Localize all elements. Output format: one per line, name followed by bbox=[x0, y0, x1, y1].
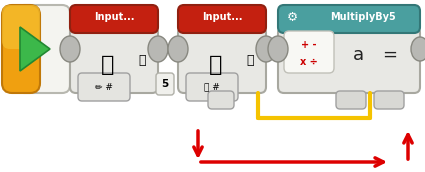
Text: 💼: 💼 bbox=[138, 53, 146, 67]
Text: 🧳: 🧳 bbox=[209, 55, 223, 75]
Polygon shape bbox=[20, 27, 50, 71]
FancyBboxPatch shape bbox=[178, 27, 266, 93]
Ellipse shape bbox=[168, 36, 188, 62]
FancyBboxPatch shape bbox=[78, 73, 130, 101]
FancyBboxPatch shape bbox=[284, 31, 334, 73]
FancyBboxPatch shape bbox=[16, 5, 70, 93]
Ellipse shape bbox=[148, 36, 168, 62]
Text: Input...: Input... bbox=[202, 12, 242, 22]
FancyBboxPatch shape bbox=[374, 91, 404, 109]
Text: 5: 5 bbox=[162, 79, 169, 89]
Ellipse shape bbox=[411, 37, 425, 61]
Text: 📖 #: 📖 # bbox=[204, 83, 220, 92]
Text: 🧳: 🧳 bbox=[101, 55, 115, 75]
FancyBboxPatch shape bbox=[278, 27, 420, 93]
Text: a: a bbox=[352, 46, 363, 64]
Text: ⚙: ⚙ bbox=[286, 10, 298, 24]
FancyBboxPatch shape bbox=[70, 27, 158, 93]
Ellipse shape bbox=[256, 36, 276, 62]
FancyBboxPatch shape bbox=[278, 5, 420, 33]
Ellipse shape bbox=[60, 36, 80, 62]
Text: =: = bbox=[382, 46, 397, 64]
Text: 💼: 💼 bbox=[246, 53, 254, 67]
FancyBboxPatch shape bbox=[2, 5, 40, 93]
FancyBboxPatch shape bbox=[186, 73, 238, 101]
FancyBboxPatch shape bbox=[336, 91, 366, 109]
FancyBboxPatch shape bbox=[70, 5, 158, 33]
FancyBboxPatch shape bbox=[178, 5, 266, 33]
Text: ✏ #: ✏ # bbox=[95, 83, 113, 92]
Ellipse shape bbox=[268, 36, 288, 62]
FancyBboxPatch shape bbox=[2, 5, 40, 49]
Text: MultiplyBy5: MultiplyBy5 bbox=[330, 12, 396, 22]
Text: Input...: Input... bbox=[94, 12, 134, 22]
FancyBboxPatch shape bbox=[156, 73, 174, 95]
Text: x ÷: x ÷ bbox=[300, 57, 318, 67]
FancyBboxPatch shape bbox=[208, 91, 234, 109]
Text: + -: + - bbox=[301, 40, 317, 50]
